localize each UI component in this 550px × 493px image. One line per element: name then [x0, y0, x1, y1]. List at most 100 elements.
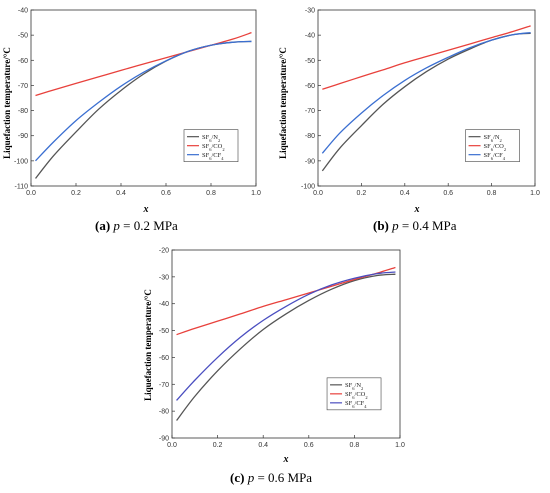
x-tick-label: 0.8: [350, 442, 360, 449]
legend-text: /CF: [355, 400, 365, 407]
y-tick-label: -70: [159, 382, 169, 389]
legend-text: SF: [345, 382, 353, 389]
y-tick-label: -40: [159, 301, 169, 308]
legend-text: SF: [202, 152, 210, 159]
series-line-2: [35, 40, 252, 162]
y-tick-label: -80: [18, 108, 28, 115]
y-axis-label: Liquefaction temperature/°C: [2, 47, 12, 159]
y-tick-label: -30: [305, 8, 315, 15]
x-tick-label: 0.2: [71, 190, 81, 197]
legend-subscript: 6: [491, 137, 494, 142]
legend-subscript: 6: [491, 155, 494, 160]
caption-a: (a) p = 0.2 MPa: [95, 218, 178, 233]
x-tick-label: 0.8: [206, 190, 216, 197]
y-tick-label: -50: [159, 328, 169, 335]
x-tick-label: 0.6: [443, 190, 453, 197]
plot-frame: [171, 249, 401, 439]
x-tick-label: 1.0: [530, 190, 540, 197]
series-line-0: [176, 273, 396, 421]
legend-label: SF6/CF4: [345, 400, 367, 409]
x-tick-label: 1.0: [395, 442, 405, 449]
y-tick-label: -70: [18, 83, 28, 90]
y-tick-label: -60: [305, 83, 315, 90]
legend-text: SF: [484, 134, 492, 141]
y-tick-label: -20: [159, 248, 169, 255]
legend-text: SF: [345, 391, 353, 398]
caption-b: (b) p = 0.4 MPa: [373, 218, 457, 233]
legend-subscript: 6: [491, 146, 494, 151]
legend-subscript: 2: [222, 146, 224, 151]
y-tick-label: -90: [18, 133, 28, 140]
legend-text: SF: [202, 134, 210, 141]
y-tick-label: -50: [305, 58, 315, 65]
legend-subscript: 2: [504, 146, 506, 151]
series-line-1: [176, 266, 396, 336]
legend-subscript: 6: [209, 137, 212, 142]
legend-subscript: 2: [218, 137, 220, 142]
legend-text: SF: [202, 143, 210, 150]
legend-label: SF6/CF4: [484, 152, 506, 161]
chart-b: Liquefaction temperature/°C x 0.0 0.2 0.4 0…: [278, 8, 540, 216]
legend-text: SF: [484, 152, 492, 159]
series-line-2: [176, 271, 396, 401]
legend-subscript: 4: [364, 404, 367, 409]
x-tick-label: 0.0: [167, 442, 177, 449]
legend-subscript: 4: [503, 155, 506, 160]
x-tick-label: 0.6: [304, 442, 314, 449]
y-tick-label: -60: [159, 355, 169, 362]
legend-label: SF6/CO2: [202, 143, 225, 152]
plot-frame: [317, 9, 536, 187]
legend-subscript: 6: [352, 404, 355, 409]
x-axis-label: x: [414, 204, 420, 215]
y-tick-label: -80: [305, 133, 315, 140]
legend-subscript: 2: [365, 395, 367, 400]
legend-subscript: 2: [500, 137, 502, 142]
x-tick-label: 0.4: [400, 190, 410, 197]
legend-text: SF: [345, 400, 353, 407]
y-tick-label: -90: [159, 436, 169, 443]
legend-label: SF6/CO2: [345, 391, 368, 400]
legend-subscript: 2: [361, 386, 363, 391]
series-line-2: [321, 31, 531, 154]
y-tick-label: -90: [305, 158, 315, 165]
y-tick-label: -30: [159, 274, 169, 281]
x-tick-label: 0.2: [357, 190, 367, 197]
legend-text: /CF: [493, 152, 503, 159]
legend-subscript: 6: [352, 386, 355, 391]
legend-text: /CO: [211, 143, 222, 150]
y-tick-label: -50: [18, 33, 28, 40]
y-axis-label: Liquefaction temperature/°C: [143, 289, 153, 401]
legend-text: SF: [484, 143, 492, 150]
legend-subscript: 4: [221, 155, 224, 160]
x-tick-label: 0.0: [26, 190, 36, 197]
plot-frame: [30, 9, 257, 187]
y-tick-label: -100: [301, 184, 315, 191]
x-tick-label: 0.4: [116, 190, 126, 197]
y-tick-label: -70: [305, 108, 315, 115]
legend-label: SF6/N2: [202, 134, 220, 143]
x-tick-label: 0.0: [313, 190, 323, 197]
legend-label: SF6/CO2: [484, 143, 507, 152]
legend-text: /CO: [493, 143, 504, 150]
y-tick-label: -80: [159, 409, 169, 416]
x-axis-label: x: [283, 454, 289, 465]
y-tick-label: -110: [15, 184, 29, 191]
x-tick-label: 0.6: [161, 190, 171, 197]
legend-subscript: 6: [352, 395, 355, 400]
caption-c: (c) p = 0.6 MPa: [230, 470, 313, 485]
legend-text: /N: [211, 134, 218, 141]
legend-text: /N: [493, 134, 500, 141]
x-tick-label: 0.4: [258, 442, 268, 449]
x-tick-label: 1.0: [251, 190, 261, 197]
y-tick-label: -60: [18, 58, 28, 65]
legend-text: /CO: [355, 391, 366, 398]
y-tick-label: -40: [305, 33, 315, 40]
x-axis-label: x: [143, 204, 149, 215]
legend-text: /CF: [211, 152, 221, 159]
legend-subscript: 6: [209, 155, 212, 160]
series-line-1: [35, 32, 252, 97]
y-tick-label: -100: [14, 158, 28, 165]
series-line-1: [322, 25, 531, 90]
legend-text: /N: [355, 382, 362, 389]
y-tick-label: -40: [18, 8, 28, 15]
